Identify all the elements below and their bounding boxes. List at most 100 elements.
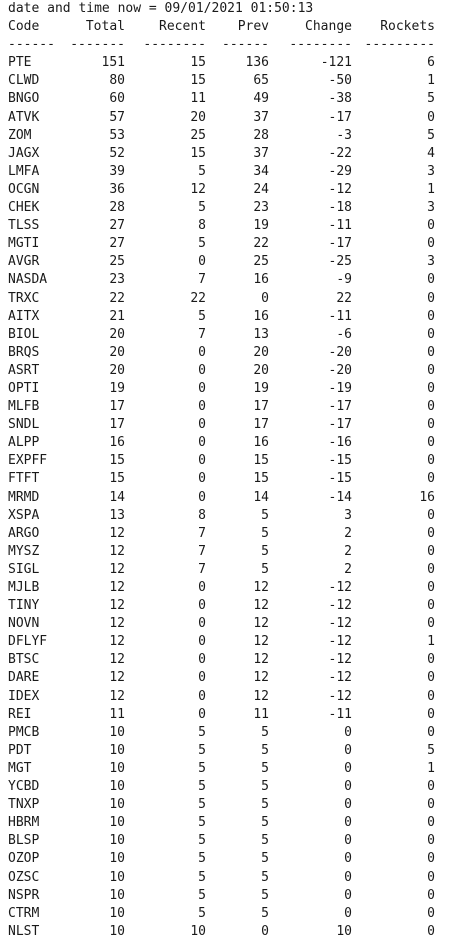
cell-prev: 37 bbox=[253, 109, 269, 125]
cell-rockets: 0 bbox=[427, 779, 435, 795]
cell-change: 10 bbox=[336, 923, 352, 939]
table-row: AVGR 25 0 25 -25 3 bbox=[4, 253, 465, 271]
cell-prev: 14 bbox=[253, 489, 269, 505]
cell-change: -11 bbox=[328, 706, 352, 722]
cell-change: 3 bbox=[344, 507, 352, 523]
table-row: MRMD 14 0 14 -14 16 bbox=[4, 489, 465, 507]
table-row: FTFT 15 0 15 -15 0 bbox=[4, 470, 465, 488]
cell-change: 0 bbox=[344, 887, 352, 903]
cell-rockets: 0 bbox=[427, 380, 435, 396]
cell-prev: 19 bbox=[253, 218, 269, 234]
cell-prev: 5 bbox=[261, 760, 269, 776]
cell-rockets: 0 bbox=[427, 598, 435, 614]
cell-total: 11 bbox=[109, 706, 125, 722]
table-row: CLWD 80 15 65 -50 1 bbox=[4, 72, 465, 90]
cell-code: BTSC bbox=[8, 652, 40, 668]
cell-code: NOVN bbox=[8, 616, 40, 632]
cell-code: EXPFF bbox=[8, 453, 48, 469]
cell-change: 0 bbox=[344, 779, 352, 795]
table-row: YCBD 10 5 5 0 0 bbox=[4, 778, 465, 796]
cell-rockets: 5 bbox=[427, 127, 435, 143]
cell-rockets: 0 bbox=[427, 218, 435, 234]
cell-rockets: 0 bbox=[427, 471, 435, 487]
cell-total: 10 bbox=[109, 851, 125, 867]
cell-change: 0 bbox=[344, 724, 352, 740]
cell-total: 13 bbox=[109, 507, 125, 523]
cell-total: 17 bbox=[109, 417, 125, 433]
table-row: XSPA 13 8 5 3 0 bbox=[4, 507, 465, 525]
table-row: PTE 151 15 136 -121 6 bbox=[4, 54, 465, 72]
cell-recent: 0 bbox=[198, 380, 206, 396]
cell-total: 36 bbox=[109, 181, 125, 197]
cell-prev: 12 bbox=[253, 634, 269, 650]
cell-code: ZOM bbox=[8, 127, 32, 143]
cell-code: HBRM bbox=[8, 815, 40, 831]
cell-total: 12 bbox=[109, 670, 125, 686]
cell-prev: 22 bbox=[253, 236, 269, 252]
cell-total: 10 bbox=[109, 887, 125, 903]
cell-recent: 15 bbox=[190, 73, 206, 89]
cell-change: -16 bbox=[328, 435, 352, 451]
table-row: AITX 21 5 16 -11 0 bbox=[4, 308, 465, 326]
cell-change: -12 bbox=[328, 598, 352, 614]
table-row: OZSC 10 5 5 0 0 bbox=[4, 869, 465, 887]
cell-code: ALPP bbox=[8, 435, 40, 451]
cell-recent: 5 bbox=[198, 851, 206, 867]
cell-recent: 0 bbox=[198, 435, 206, 451]
cell-recent: 7 bbox=[198, 272, 206, 288]
cell-change: -20 bbox=[328, 344, 352, 360]
cell-recent: 7 bbox=[198, 561, 206, 577]
cell-prev: 5 bbox=[261, 779, 269, 795]
cell-recent: 7 bbox=[198, 543, 206, 559]
cell-prev: 15 bbox=[253, 471, 269, 487]
cell-prev: 23 bbox=[253, 200, 269, 216]
timestamp-line: date and time now = 09/01/2021 01:50:13 bbox=[4, 0, 465, 18]
cell-rockets: 16 bbox=[419, 489, 435, 505]
cell-total: 15 bbox=[109, 453, 125, 469]
cell-recent: 5 bbox=[198, 887, 206, 903]
cell-change: -22 bbox=[328, 145, 352, 161]
header-recent: Recent bbox=[159, 19, 206, 35]
cell-change: -38 bbox=[328, 91, 352, 107]
cell-change: 0 bbox=[344, 851, 352, 867]
cell-total: 27 bbox=[109, 218, 125, 234]
cell-prev: 20 bbox=[253, 344, 269, 360]
cell-recent: 12 bbox=[190, 181, 206, 197]
table-row: MJLB 12 0 12 -12 0 bbox=[4, 579, 465, 597]
table-row: NSPR 10 5 5 0 0 bbox=[4, 887, 465, 905]
cell-change: -15 bbox=[328, 471, 352, 487]
cell-recent: 8 bbox=[198, 218, 206, 234]
cell-rockets: 5 bbox=[427, 742, 435, 758]
cell-rockets: 0 bbox=[427, 417, 435, 433]
cell-recent: 15 bbox=[190, 145, 206, 161]
table-row: TLSS 27 8 19 -11 0 bbox=[4, 217, 465, 235]
cell-prev: 0 bbox=[261, 290, 269, 306]
cell-change: -17 bbox=[328, 417, 352, 433]
cell-total: 10 bbox=[109, 779, 125, 795]
cell-rockets: 1 bbox=[427, 181, 435, 197]
table-row: ATVK 57 20 37 -17 0 bbox=[4, 109, 465, 127]
table-row: BLSP 10 5 5 0 0 bbox=[4, 832, 465, 850]
table-row: TRXC 22 22 0 22 0 bbox=[4, 290, 465, 308]
cell-prev: 16 bbox=[253, 272, 269, 288]
table-row: HBRM 10 5 5 0 0 bbox=[4, 814, 465, 832]
cell-change: -12 bbox=[328, 634, 352, 650]
cell-total: 10 bbox=[109, 869, 125, 885]
table-row: MYSZ 12 7 5 2 0 bbox=[4, 543, 465, 561]
cell-recent: 5 bbox=[198, 905, 206, 921]
cell-prev: 5 bbox=[261, 815, 269, 831]
cell-recent: 20 bbox=[190, 109, 206, 125]
cell-change: 0 bbox=[344, 869, 352, 885]
cell-change: 0 bbox=[344, 905, 352, 921]
table-row: BRQS 20 0 20 -20 0 bbox=[4, 344, 465, 362]
cell-total: 52 bbox=[109, 145, 125, 161]
cell-prev: 136 bbox=[245, 55, 269, 71]
cell-total: 10 bbox=[109, 742, 125, 758]
separator-prev: ------ bbox=[222, 37, 269, 53]
cell-total: 12 bbox=[109, 580, 125, 595]
cell-change: -11 bbox=[328, 218, 352, 234]
cell-code: AVGR bbox=[8, 254, 40, 270]
cell-prev: 5 bbox=[261, 905, 269, 921]
table-row: PMCB 10 5 5 0 0 bbox=[4, 724, 465, 742]
cell-rockets: 0 bbox=[427, 724, 435, 740]
